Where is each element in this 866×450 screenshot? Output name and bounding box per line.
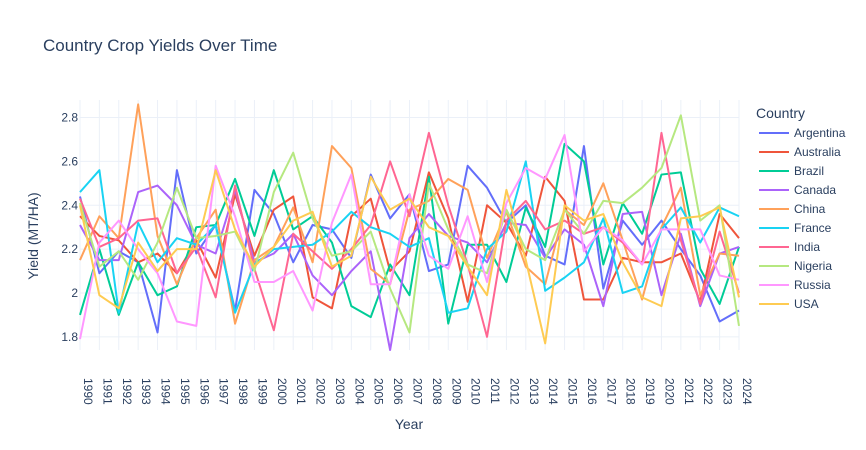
series-line-canada (79, 184, 740, 351)
legend-item-brazil[interactable]: Brazil (759, 164, 824, 178)
x-tick-label: 2001 (294, 378, 308, 405)
legend-item-usa[interactable]: USA (759, 297, 819, 311)
legend-item-australia[interactable]: Australia (759, 145, 841, 159)
legend[interactable]: Country Argentina Australia Brazil Canada Ch… (756, 105, 846, 311)
x-tick-label: 2008 (430, 378, 444, 405)
legend-item-argentina[interactable]: Argentina (759, 126, 846, 140)
legend-label: France (794, 221, 832, 235)
y-tick-label: 1.8 (61, 330, 78, 344)
legend-label: Brazil (794, 164, 824, 178)
x-tick-label: 2018 (624, 378, 638, 405)
x-tick-label: 2009 (449, 378, 463, 405)
y-tick-label: 2.2 (61, 242, 78, 256)
x-tick-label: 2005 (372, 378, 386, 405)
series-layer (79, 103, 740, 351)
x-tick-label: 2003 (333, 378, 347, 405)
x-tick-label: 2015 (566, 378, 580, 405)
y-tick-label: 2 (71, 286, 78, 300)
legend-item-russia[interactable]: Russia (759, 278, 831, 292)
legend-label: Australia (794, 145, 841, 159)
y-tick-label: 2.4 (61, 198, 78, 212)
x-tick-label: 2012 (507, 378, 521, 405)
x-tick-label: 2020 (662, 378, 676, 405)
x-tick-label: 2004 (352, 378, 366, 405)
legend-label: Canada (794, 183, 836, 197)
x-tick-label: 2007 (411, 378, 425, 405)
x-tick-label: 2022 (701, 378, 715, 405)
legend-title: Country (756, 105, 805, 121)
x-tick-label: 1993 (139, 378, 153, 405)
x-tick-label: 2013 (527, 378, 541, 405)
x-tick-label: 2023 (721, 378, 735, 405)
x-tick-label: 2002 (314, 378, 328, 405)
series-line-china (79, 103, 740, 325)
x-tick-label: 1994 (159, 378, 173, 405)
legend-item-canada[interactable]: Canada (759, 183, 836, 197)
x-tick-label: 2014 (546, 378, 560, 405)
x-tick-label: 1996 (197, 378, 211, 405)
legend-label: Nigeria (794, 259, 832, 273)
x-axis-title: Year (395, 416, 424, 432)
y-axis-title: Yield (MT/HA) (25, 192, 41, 279)
x-tick-label: 2024 (740, 378, 754, 405)
legend-item-nigeria[interactable]: Nigeria (759, 259, 832, 273)
series-line-nigeria (79, 114, 740, 334)
x-tick-label: 2019 (643, 378, 657, 405)
x-tick-label: 1995 (178, 378, 192, 405)
x-tick-label: 2000 (275, 378, 289, 405)
x-tick-label: 2016 (585, 378, 599, 405)
legend-label: USA (794, 297, 819, 311)
series-line-usa (79, 169, 740, 345)
x-tick-label: 1990 (81, 378, 95, 405)
y-tick-label: 2.6 (61, 154, 78, 168)
x-axis-ticks: 1990 1991 1992 1993 1994 1995 1996 1997 1998 1999… (81, 378, 754, 405)
x-tick-label: 2006 (391, 378, 405, 405)
x-tick-label: 2017 (604, 378, 618, 405)
legend-item-india[interactable]: India (759, 240, 820, 254)
y-axis-ticks: 1.8 2 2.2 2.4 2.6 2.8 (61, 111, 78, 344)
legend-item-china[interactable]: China (759, 202, 826, 216)
legend-label: China (794, 202, 826, 216)
x-tick-label: 1991 (100, 378, 114, 405)
legend-label: India (794, 240, 820, 254)
x-tick-label: 1992 (120, 378, 134, 405)
x-tick-label: 2011 (488, 378, 502, 404)
x-tick-label: 1999 (255, 378, 269, 405)
series-line-russia (79, 134, 740, 340)
series-line-france (79, 160, 740, 314)
x-tick-label: 1997 (217, 378, 231, 405)
legend-label: Russia (794, 278, 831, 292)
x-tick-label: 2010 (469, 378, 483, 405)
x-tick-label: 1998 (236, 378, 250, 405)
chart-title: Country Crop Yields Over Time (43, 36, 277, 55)
y-tick-label: 2.8 (61, 111, 78, 125)
legend-label: Argentina (794, 126, 846, 140)
x-tick-label: 2021 (682, 378, 696, 405)
legend-item-france[interactable]: France (759, 221, 832, 235)
